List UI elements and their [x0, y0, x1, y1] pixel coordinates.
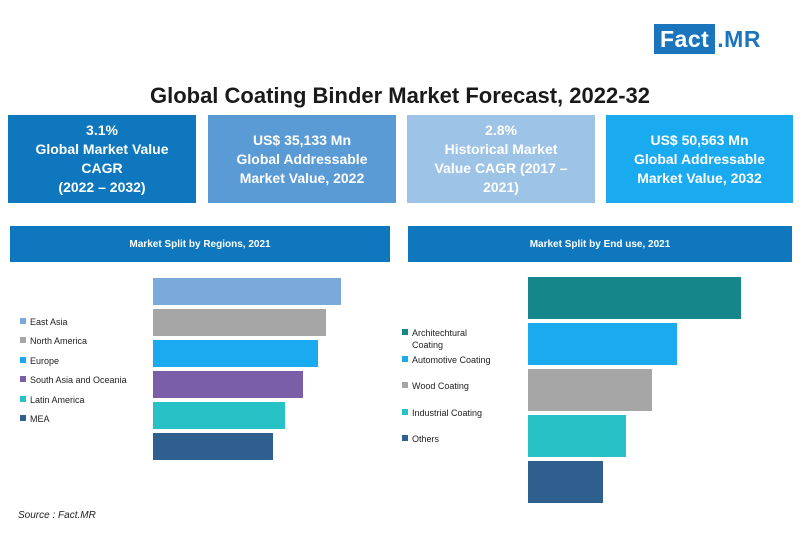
- legend-label-line: Wood Coating: [412, 381, 469, 391]
- kpi-line: 2.8%: [485, 122, 517, 138]
- legend-label: Wood Coating: [412, 380, 469, 392]
- bar-north-america: [153, 309, 326, 336]
- bar-europe: [153, 340, 319, 367]
- bar-industrial-coating: [528, 415, 626, 457]
- legend-item: Latin America: [20, 394, 85, 406]
- kpi-cagr-forecast: 3.1% Global Market Value CAGR (2022 – 2032): [8, 115, 196, 203]
- kpi-line: 3.1%: [86, 122, 118, 138]
- legend-label: South Asia and Oceania: [30, 375, 127, 386]
- kpi-line: Value CAGR (2017 –: [434, 160, 568, 176]
- legend-swatch: [20, 376, 26, 383]
- kpi-historical-cagr: 2.8% Historical Market Value CAGR (2017 – 2…: [407, 115, 595, 203]
- logo-fact-text: Fact: [654, 24, 716, 54]
- kpi-line: Historical Market: [444, 141, 558, 157]
- legend-label-line: Industrial Coating: [412, 407, 483, 418]
- kpi-line: Global Addressable: [634, 150, 765, 167]
- bar-architechtural-coating: [528, 277, 741, 319]
- legend-swatch: [402, 382, 408, 388]
- legend-item: Europe: [20, 355, 59, 367]
- legend-label: North America: [30, 336, 88, 347]
- kpi-line: Market Value, 2032: [637, 169, 762, 186]
- kpi-line: Global Addressable: [236, 150, 368, 167]
- bar-mea: [153, 433, 274, 460]
- enduse-chart-title: Market Split by End use, 2021: [408, 226, 792, 262]
- kpi-market-value-2022: US$ 35,133 Mn Global Addressable Market Va…: [208, 115, 396, 203]
- legend-swatch: [20, 356, 26, 363]
- legend-item: Industrial Coating: [402, 407, 482, 419]
- kpi-line: US$ 35,133 Mn: [252, 131, 352, 148]
- legend-swatch: [20, 395, 26, 402]
- legend-item: Automotive Coating: [402, 354, 491, 366]
- legend-item: Others: [402, 433, 439, 445]
- logo-mr-text: .MR: [717, 26, 761, 52]
- bar-others: [528, 461, 603, 503]
- legend-label-line: Architechtural: [412, 328, 468, 338]
- legend-item: Architechtural Coating: [402, 327, 467, 351]
- bar-south-asia-and-oceania: [153, 371, 304, 398]
- kpi-line: Global Market Value: [35, 141, 169, 157]
- factmr-logo: Fact .MR: [654, 24, 761, 54]
- legend-swatch: [20, 415, 26, 421]
- kpi-line: 2021): [483, 179, 519, 195]
- legend-label-line: Automotive Coating: [412, 354, 491, 365]
- legend-item: Wood Coating: [402, 380, 469, 392]
- legend-label: Others: [412, 433, 439, 445]
- bar-east-asia: [153, 278, 341, 305]
- kpi-line: US$ 50,563 Mn: [650, 131, 749, 148]
- legend-label-line: Others: [412, 434, 440, 444]
- kpi-market-value-2032: US$ 50,563 Mn Global Addressable Market Va…: [606, 115, 793, 203]
- legend-label: Architechtural Coating: [412, 327, 467, 351]
- kpi-line: (2022 – 2032): [58, 179, 146, 195]
- legend-label: Europe: [30, 355, 60, 366]
- legend-item: East Asia: [20, 316, 68, 328]
- legend-label-line: Coating: [412, 340, 444, 350]
- legend-label: Industrial Coating: [412, 407, 482, 419]
- legend-swatch: [402, 408, 408, 415]
- legend-label: MEA: [30, 414, 50, 424]
- legend-label: Latin America: [30, 394, 85, 405]
- legend-swatch: [20, 337, 26, 344]
- legend-swatch: [402, 355, 408, 362]
- legend-label: Automotive Coating: [412, 354, 491, 366]
- legend-item: North America: [20, 335, 87, 347]
- legend-swatch: [402, 435, 408, 441]
- source-note: Source : Fact.MR: [18, 510, 96, 521]
- legend-swatch: [402, 329, 408, 335]
- legend-item: MEA: [20, 413, 50, 425]
- bar-automotive-coating: [528, 323, 678, 365]
- legend-item: South Asia and Oceania: [20, 374, 127, 386]
- regions-chart-title: Market Split by Regions, 2021: [10, 226, 390, 262]
- bar-latin-america: [153, 402, 285, 429]
- page-title: Global Coating Binder Market Forecast, 2…: [149, 83, 651, 108]
- bar-wood-coating: [528, 369, 652, 411]
- kpi-line: Market Value, 2022: [239, 169, 365, 186]
- kpi-line: CAGR: [81, 160, 123, 176]
- legend-label: East Asia: [30, 317, 68, 327]
- legend-swatch: [20, 318, 26, 324]
